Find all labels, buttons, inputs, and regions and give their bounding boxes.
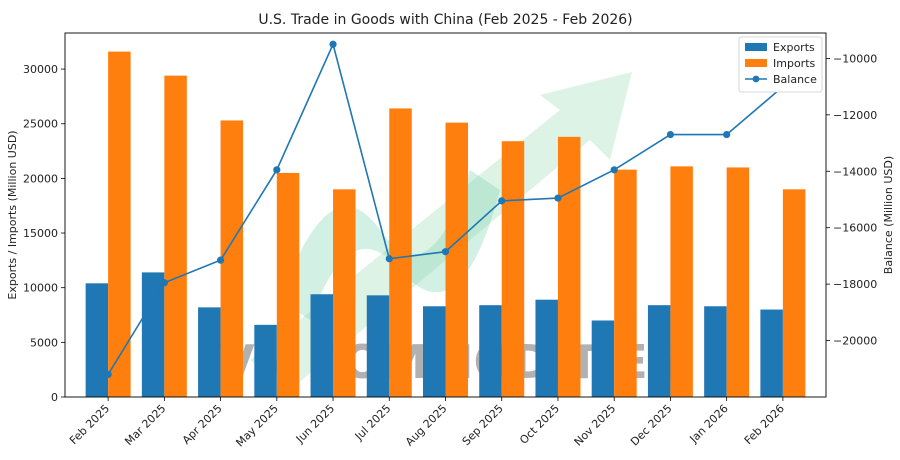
exports-bar bbox=[647, 305, 671, 397]
x-tick-label: Apr 2025 bbox=[180, 402, 225, 447]
balance-point bbox=[666, 130, 675, 139]
imports-bar bbox=[557, 136, 581, 397]
x-tick-label: Feb 2025 bbox=[67, 402, 112, 447]
y2-tick-label: −18000 bbox=[833, 278, 877, 291]
imports-bar bbox=[670, 166, 693, 397]
imports-bar bbox=[389, 108, 412, 397]
legend-swatch bbox=[745, 43, 767, 51]
y-tick-label: 5000 bbox=[30, 336, 58, 349]
balance-point bbox=[554, 194, 562, 202]
y-tick-label: 30000 bbox=[23, 63, 58, 76]
balance-point bbox=[104, 370, 112, 379]
legend-label: Imports bbox=[773, 57, 816, 70]
y-tick-label: 20000 bbox=[23, 172, 58, 185]
exports-bar bbox=[704, 306, 727, 397]
exports-bar bbox=[479, 305, 502, 397]
x-tick-label: Aug 2025 bbox=[403, 402, 450, 449]
imports-bar bbox=[614, 169, 637, 397]
y2-tick-label: −14000 bbox=[833, 165, 877, 178]
y2-tick-label: −20000 bbox=[833, 335, 877, 348]
imports-bar bbox=[333, 189, 356, 397]
balance-point bbox=[385, 255, 393, 263]
imports-bar bbox=[276, 172, 300, 397]
y2-tick-label: −12000 bbox=[833, 109, 877, 122]
balance-point bbox=[610, 166, 618, 174]
x-tick-label: Dec 2025 bbox=[628, 402, 675, 449]
x-tick-label: Jul 2025 bbox=[352, 402, 394, 444]
exports-bar bbox=[760, 309, 783, 397]
legend-label: Balance bbox=[773, 73, 817, 86]
y2-axis-label: Balance (Million USD) bbox=[882, 156, 895, 274]
exports-bar bbox=[310, 294, 334, 397]
balance-point bbox=[723, 130, 731, 139]
bars bbox=[85, 51, 806, 398]
balance-point bbox=[160, 279, 168, 287]
y-tick-label: 15000 bbox=[23, 227, 58, 240]
balance-point bbox=[273, 166, 281, 174]
imports-bar bbox=[782, 189, 806, 397]
y2-tick-label: −16000 bbox=[833, 222, 877, 235]
balance-line-layer bbox=[104, 40, 787, 379]
imports-bar bbox=[164, 75, 187, 398]
exports-bar bbox=[141, 272, 165, 397]
exports-bar bbox=[591, 320, 615, 397]
y-tick-label: 10000 bbox=[23, 282, 58, 295]
legend-label: Exports bbox=[773, 41, 815, 54]
balance-point bbox=[216, 256, 225, 264]
x-tick-label: Feb 2026 bbox=[742, 402, 787, 447]
imports-bar bbox=[220, 120, 244, 397]
balance-point bbox=[329, 40, 337, 48]
imports-bar bbox=[445, 122, 468, 397]
legend-swatch bbox=[745, 59, 767, 67]
imports-bar bbox=[108, 51, 131, 398]
exports-bar bbox=[85, 283, 109, 397]
legend-marker bbox=[752, 75, 760, 83]
x-tick-label: Oct 2025 bbox=[517, 402, 562, 447]
legend: Exports Imports Balance bbox=[738, 36, 823, 93]
x-tick-label: Mar 2025 bbox=[122, 402, 168, 448]
y-axis-label: Exports / Imports (Million USD) bbox=[6, 130, 19, 299]
exports-bar bbox=[254, 324, 277, 397]
exports-bar bbox=[423, 306, 446, 397]
x-tick-label: Nov 2025 bbox=[572, 402, 619, 449]
imports-bar bbox=[501, 141, 525, 397]
imports-bar bbox=[726, 167, 750, 397]
balance-point bbox=[498, 197, 506, 205]
x-tick-label: Jan 2026 bbox=[687, 402, 731, 446]
y-tick-label: 0 bbox=[51, 391, 58, 404]
exports-bar bbox=[366, 295, 390, 397]
y2-tick-label: −10000 bbox=[833, 52, 877, 65]
y-tick-label: 25000 bbox=[23, 118, 58, 131]
x-tick-label: May 2025 bbox=[233, 402, 281, 450]
exports-bar bbox=[535, 299, 558, 397]
exports-bar bbox=[198, 307, 221, 397]
chart-title: U.S. Trade in Goods with China (Feb 2025… bbox=[258, 12, 632, 28]
x-tick-label: Jun 2025 bbox=[293, 402, 337, 446]
balance-point bbox=[441, 248, 450, 256]
x-tick-label: Sep 2025 bbox=[460, 402, 506, 448]
